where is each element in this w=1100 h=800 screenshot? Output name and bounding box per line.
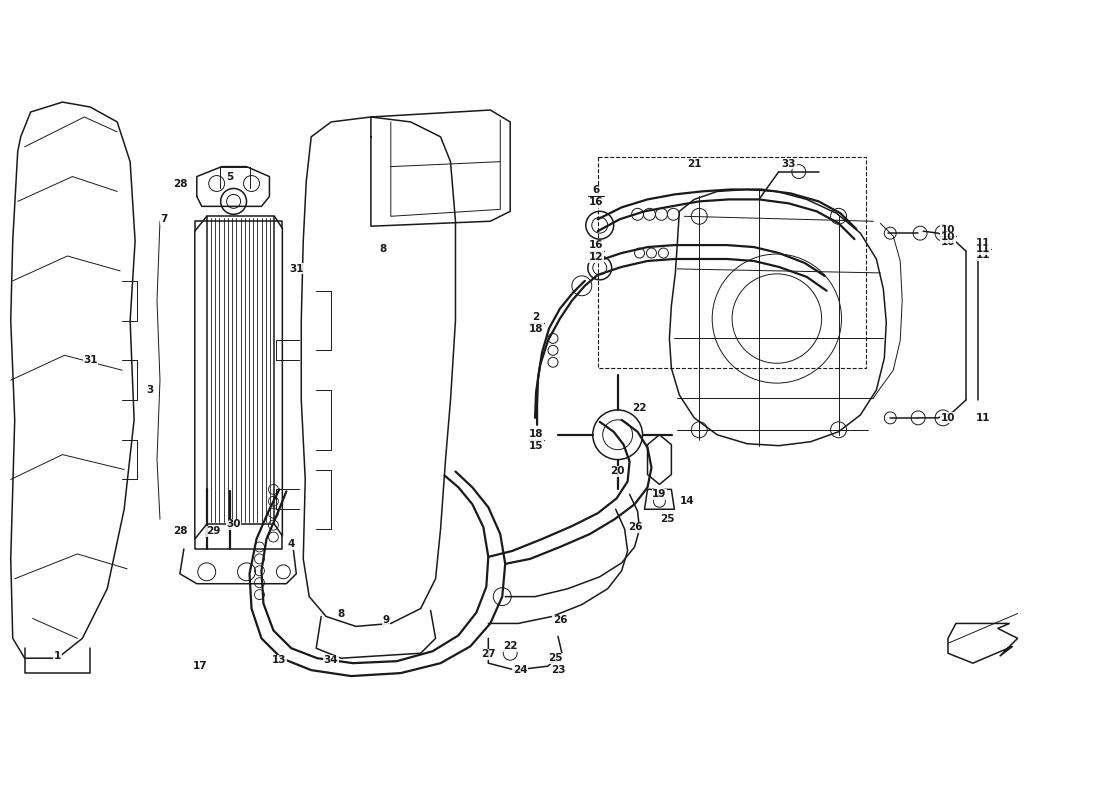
Text: 12: 12 xyxy=(588,252,603,262)
Text: 25: 25 xyxy=(548,653,562,663)
Text: 18: 18 xyxy=(529,323,543,334)
Text: 15: 15 xyxy=(529,441,543,450)
Text: 8: 8 xyxy=(338,609,344,618)
Text: 33: 33 xyxy=(781,158,796,169)
Text: 16: 16 xyxy=(588,240,603,250)
Text: 11: 11 xyxy=(976,250,990,260)
Text: 31: 31 xyxy=(84,355,98,366)
Text: 29: 29 xyxy=(207,526,221,536)
Text: 5: 5 xyxy=(226,171,233,182)
Text: 8: 8 xyxy=(379,244,386,254)
Text: 17: 17 xyxy=(192,661,207,671)
Text: 27: 27 xyxy=(481,650,496,659)
Text: 10: 10 xyxy=(940,413,955,423)
Bar xyxy=(207,216,274,524)
Text: 7: 7 xyxy=(161,214,167,224)
Text: 10: 10 xyxy=(940,225,955,235)
Text: 23: 23 xyxy=(551,665,565,675)
Text: 26: 26 xyxy=(552,615,568,626)
Text: 9: 9 xyxy=(383,615,389,626)
Text: 30: 30 xyxy=(227,519,241,529)
Text: 10: 10 xyxy=(940,237,955,247)
Text: 4: 4 xyxy=(287,539,295,549)
Text: 28: 28 xyxy=(173,526,187,536)
Text: 21: 21 xyxy=(688,158,702,169)
Text: 31: 31 xyxy=(289,264,304,274)
Text: 6: 6 xyxy=(592,186,600,195)
Text: 20: 20 xyxy=(610,466,625,477)
Text: 26: 26 xyxy=(628,522,642,532)
Text: 10: 10 xyxy=(940,232,955,242)
Text: 11: 11 xyxy=(976,244,990,254)
Text: 18: 18 xyxy=(529,429,543,438)
Text: 22: 22 xyxy=(632,403,647,413)
Text: 16: 16 xyxy=(588,198,603,207)
Text: 2: 2 xyxy=(532,311,540,322)
Text: 11: 11 xyxy=(976,238,990,248)
Text: 19: 19 xyxy=(652,490,667,499)
Text: 14: 14 xyxy=(680,496,694,506)
Text: 13: 13 xyxy=(272,655,287,665)
Text: 28: 28 xyxy=(173,178,187,189)
Text: 1: 1 xyxy=(54,651,62,662)
Text: 22: 22 xyxy=(503,642,517,651)
Text: 34: 34 xyxy=(323,655,339,665)
Text: 11: 11 xyxy=(976,413,990,423)
Text: 3: 3 xyxy=(146,385,154,395)
Text: 25: 25 xyxy=(660,514,674,524)
Text: 24: 24 xyxy=(513,665,528,675)
